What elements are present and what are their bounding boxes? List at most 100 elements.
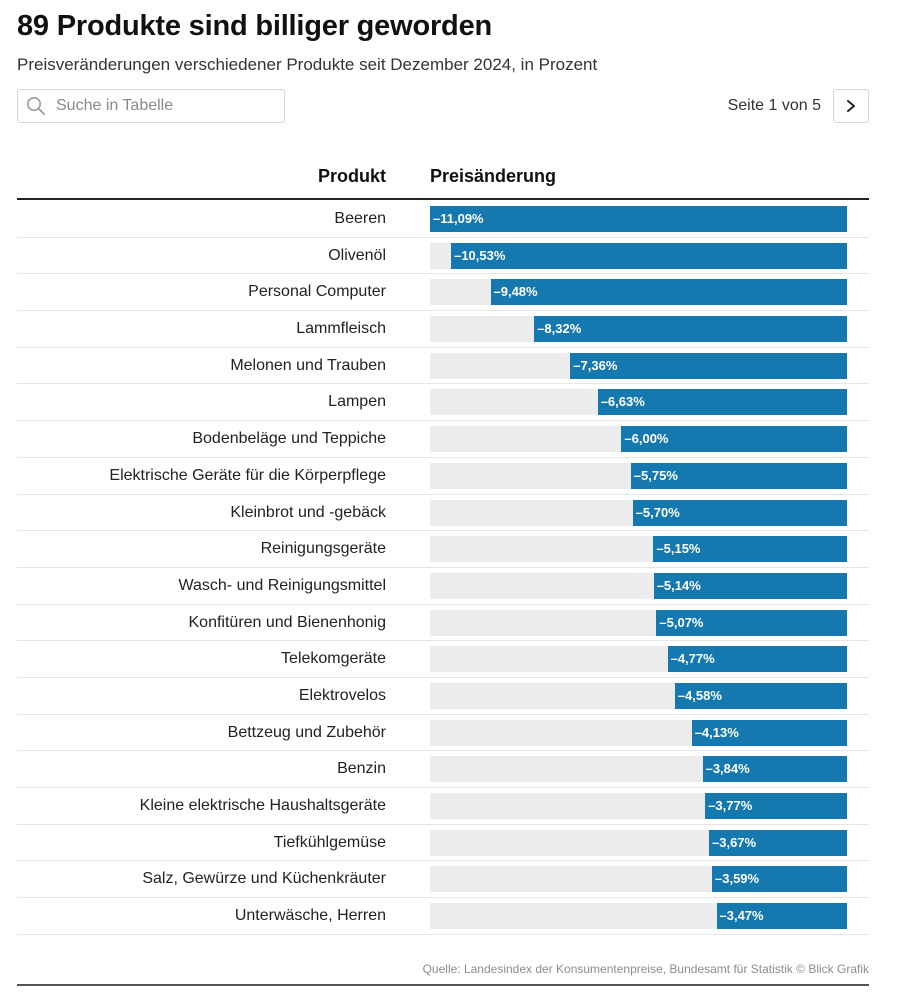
bar-track: –8,32%	[430, 316, 847, 343]
bar-track: –6,63%	[430, 389, 847, 416]
product-label: Salz, Gewürze und Küchenkräuter	[142, 870, 386, 888]
value-label: –4,77%	[670, 651, 715, 667]
product-label: Personal Computer	[248, 283, 386, 301]
value-bar	[667, 646, 847, 673]
value-label: –7,36%	[573, 357, 618, 373]
product-label: Reinigungsgeräte	[260, 540, 386, 558]
bar-track: –10,53%	[430, 242, 847, 269]
product-label: Telekomgeräte	[281, 650, 386, 668]
product-label: Tiefkühlgemüse	[273, 833, 386, 851]
value-label: –5,07%	[659, 614, 704, 630]
value-bar	[716, 903, 847, 930]
table-row: Personal Computer –9,48%	[17, 274, 869, 312]
product-label: Elektrovelos	[298, 686, 386, 704]
value-bar	[451, 242, 847, 269]
value-bar	[709, 829, 847, 856]
bar-track: –3,84%	[430, 756, 847, 783]
table-row: Kleine elektrische Haushaltsgeräte –3,77%	[17, 788, 869, 825]
bar-track: –4,13%	[430, 719, 847, 746]
column-header-product[interactable]: Produkt	[317, 166, 386, 186]
value-label: –3,59%	[715, 871, 760, 887]
value-label: –3,77%	[708, 798, 753, 813]
table-row: Wasch- und Reinigungsmittel –5,14%	[17, 568, 869, 605]
table-row: Telekomgeräte –4,77%	[17, 641, 869, 678]
bottom-divider	[17, 984, 869, 986]
product-label: Bodenbeläge und Teppiche	[192, 430, 386, 448]
product-label: Melonen und Trauben	[230, 356, 386, 374]
value-label: –4,13%	[694, 724, 739, 740]
value-label: –4,58%	[677, 687, 722, 703]
value-bar	[490, 279, 847, 306]
value-label: –6,00%	[624, 431, 669, 447]
value-bar	[653, 572, 847, 599]
table-row: Beeren –11,09%	[17, 201, 869, 238]
chevron-right-icon	[847, 100, 855, 112]
bar-track: –7,36%	[430, 352, 847, 379]
value-bar	[534, 316, 847, 343]
bar-track: –6,00%	[430, 426, 847, 453]
column-header-change[interactable]: Preisänderung	[430, 166, 557, 186]
bar-track: –4,58%	[430, 682, 847, 709]
product-label: Beeren	[334, 210, 386, 227]
value-bar	[674, 682, 847, 709]
bar-track: –3,59%	[430, 866, 847, 893]
value-label: –6,63%	[600, 394, 645, 410]
bar-track: –3,67%	[430, 829, 847, 856]
product-label: Bettzeug und Zubehör	[227, 723, 386, 741]
table-row: Salz, Gewürze und Küchenkräuter –3,59%	[17, 861, 869, 899]
table-row: Bodenbeläge und Teppiche –6,00%	[17, 421, 869, 458]
page-subtitle: Preisveränderungen verschiedener Produkt…	[17, 55, 598, 74]
table-row: Olivenöl –10,53%	[17, 238, 869, 275]
value-label: –5,14%	[656, 577, 701, 593]
value-bar	[630, 462, 847, 489]
product-label: Wasch- und Reinigungsmittel	[178, 576, 387, 594]
table-row: Reinigungsgeräte –5,15%	[17, 531, 869, 568]
value-label: –5,15%	[656, 541, 701, 557]
product-label: Olivenöl	[328, 246, 386, 264]
product-label: Benzin	[337, 760, 386, 778]
page-indicator: Seite 1 von 5	[727, 97, 821, 114]
bar-track: –5,70%	[430, 499, 847, 526]
table-row: Kleinbrot und -gebäck –5,70%	[17, 495, 869, 532]
product-label: Kleinbrot und -gebäck	[230, 503, 386, 521]
value-bar	[712, 866, 847, 893]
bar-track: –4,77%	[430, 646, 847, 673]
search-box[interactable]	[17, 89, 285, 123]
product-label: Unterwäsche, Herren	[234, 907, 386, 925]
value-bar	[632, 499, 847, 526]
table-row: Elektrovelos –4,58%	[17, 678, 869, 715]
table-row: Benzin –3,84%	[17, 751, 869, 788]
search-input[interactable]	[54, 96, 268, 116]
value-label: –5,75%	[633, 467, 678, 483]
value-bar	[702, 756, 847, 783]
value-bar	[691, 719, 847, 746]
table-row: Tiefkühlgemüse –3,67%	[17, 825, 869, 862]
bar-track: –5,07%	[430, 609, 847, 636]
product-label: Lammfleisch	[296, 320, 386, 338]
value-bar	[597, 389, 847, 416]
table-row: Konfitüren und Bienenhonig –5,07%	[17, 605, 869, 642]
bar-track: –11,09%	[430, 206, 847, 232]
table-row: Lampen –6,63%	[17, 384, 869, 422]
value-label: –10,53%	[454, 247, 506, 263]
product-label: Elektrische Geräte für die Körperpflege	[109, 466, 386, 484]
value-label: –9,48%	[493, 284, 538, 300]
value-label: –5,70%	[635, 504, 680, 520]
table-row: Elektrische Geräte für die Körperpflege –…	[17, 458, 869, 495]
value-bar	[570, 352, 847, 379]
bar-track: –9,48%	[430, 279, 847, 306]
value-label: –8,32%	[537, 321, 582, 337]
table-header: Produkt Preisänderung	[17, 160, 869, 200]
product-label: Konfitüren und Bienenhonig	[188, 613, 387, 631]
value-bar	[653, 536, 847, 563]
value-label: –3,67%	[712, 834, 757, 850]
table-row: Bettzeug und Zubehör –4,13%	[17, 715, 869, 752]
pagination: Seite 1 von 5	[728, 89, 869, 123]
bar-track: –5,15%	[430, 536, 847, 563]
bar-track: –5,75%	[430, 462, 847, 489]
next-page-button[interactable]	[833, 89, 869, 123]
table-row: Lammfleisch –8,32%	[17, 311, 869, 348]
value-bar	[705, 793, 847, 819]
table-row: Unterwäsche, Herren –3,47%	[17, 898, 869, 935]
bar-track: –3,77%	[430, 793, 847, 819]
